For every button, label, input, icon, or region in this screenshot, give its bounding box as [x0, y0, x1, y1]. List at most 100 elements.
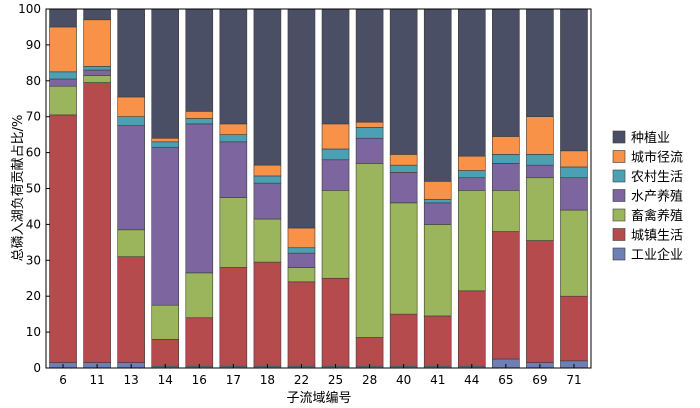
y-tick-label: 80: [26, 74, 41, 88]
bar-segment: [457, 8, 486, 157]
legend-swatch: [612, 130, 626, 144]
bar-segment: [151, 304, 180, 340]
legend-label: 工业企业: [631, 247, 683, 263]
bar-segment: [423, 8, 452, 182]
bar-segment: [49, 114, 77, 363]
y-tick-label: 100: [18, 2, 41, 16]
x-axis-title: 子流域编号: [286, 391, 351, 406]
y-tick-label: 0: [33, 361, 41, 375]
bar-segment: [492, 231, 520, 360]
bar-segment: [83, 69, 111, 76]
x-tick-label: 71: [566, 373, 581, 387]
legend-swatch: [612, 247, 626, 261]
bar-segment: [560, 166, 588, 179]
bar-segment: [321, 8, 350, 125]
bar-segment: [560, 177, 588, 211]
bar-segment: [219, 134, 248, 143]
bar-segment: [526, 116, 554, 155]
bar-segment: [83, 19, 111, 67]
bar-segment: [423, 198, 452, 204]
bar-segment: [49, 8, 77, 28]
bar-segment: [526, 154, 554, 166]
bar-segment: [185, 123, 214, 274]
bar-segment: [219, 267, 248, 367]
x-tick-label: 18: [260, 373, 275, 387]
legend-label: 畜禽养殖: [631, 208, 683, 224]
x-tick-label: 40: [396, 373, 411, 387]
bar-segment: [287, 8, 316, 229]
bar-segment: [117, 229, 145, 258]
y-axis-title: 总磷入湖负荷贡献占比/%: [11, 115, 26, 262]
bar-segment: [457, 177, 486, 191]
bar-segment: [423, 315, 452, 367]
bar-segment: [219, 123, 248, 135]
bar-segment: [185, 317, 214, 367]
bar-segment: [185, 111, 214, 119]
bar-segment: [287, 247, 316, 254]
bar-segment: [423, 224, 452, 317]
x-tick-label: 16: [192, 373, 207, 387]
bar-segment: [389, 8, 418, 155]
bar-segment: [117, 125, 145, 231]
bar-segment: [287, 267, 316, 283]
y-tick-label: 20: [26, 289, 41, 303]
plot-area: [49, 8, 588, 369]
bar-segment: [321, 189, 350, 279]
bar-segment: [117, 96, 145, 118]
bar-segment: [389, 172, 418, 204]
bar-segment: [49, 26, 77, 73]
bar-segment: [151, 146, 180, 306]
bar-segment: [492, 163, 520, 191]
bar-segment: [287, 252, 316, 268]
y-tick-label: 60: [26, 146, 41, 160]
x-tick-label: 41: [430, 373, 445, 387]
bar-segment: [219, 141, 248, 198]
bar-segment: [219, 8, 248, 125]
bar-segment: [185, 272, 214, 319]
x-tick-label: 13: [124, 373, 139, 387]
bar-segment: [389, 154, 418, 166]
bar-segment: [117, 8, 145, 98]
x-tick-label: 6: [59, 373, 67, 387]
bar-segment: [117, 256, 145, 363]
bar-segment: [219, 197, 248, 268]
bar-segment: [185, 118, 214, 125]
bar-segment: [457, 189, 486, 292]
x-tick-label: 25: [328, 373, 343, 387]
y-tick-label: 10: [26, 325, 41, 339]
bar-segment: [253, 175, 282, 184]
bar-segment: [560, 150, 588, 168]
axes: 6 11 13 14 16 17 18 22 25 28 40 41 44 65 69 71 0 10 20 30 40…: [18, 2, 592, 387]
bar-segment: [83, 82, 111, 363]
y-tick-label: 30: [26, 253, 41, 267]
x-tick-label: 65: [498, 373, 513, 387]
bar-segment: [526, 164, 554, 179]
legend-label: 种植业: [631, 131, 670, 146]
bar-segment: [355, 163, 384, 338]
y-tick-label: 70: [26, 110, 41, 124]
bar-segment: [492, 154, 520, 164]
x-tick-label: 69: [532, 373, 547, 387]
bar-segment: [492, 136, 520, 155]
bar-segment: [321, 159, 350, 191]
bar-segment: [560, 8, 588, 152]
legend-swatch: [612, 150, 626, 163]
y-tick-label: 50: [26, 182, 41, 196]
bar-segment: [321, 148, 350, 161]
bar-segment: [457, 170, 486, 179]
bar-segment: [185, 8, 214, 112]
bar-segment: [117, 116, 145, 126]
legend-swatch: [612, 169, 626, 183]
bar-segment: [389, 202, 418, 315]
bar-segment: [526, 8, 554, 117]
legend-label: 农村生活: [631, 170, 683, 185]
x-tick-label: 44: [464, 373, 479, 387]
bar-segment: [526, 240, 554, 363]
bar-segment: [83, 8, 111, 21]
bar-segment: [253, 261, 282, 367]
bar-segment: [83, 66, 111, 71]
bar-segment: [389, 164, 418, 173]
bar-segment: [560, 295, 588, 362]
